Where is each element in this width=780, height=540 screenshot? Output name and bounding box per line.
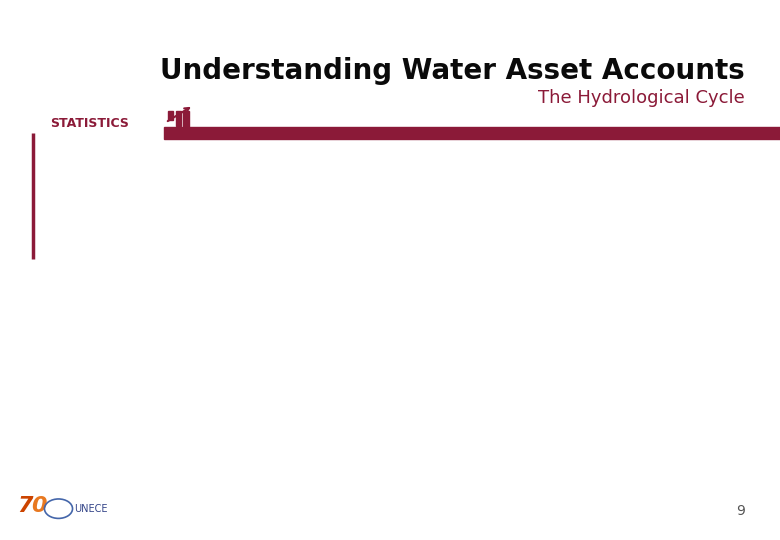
Text: STATISTICS: STATISTICS bbox=[50, 117, 129, 130]
Text: Understanding Water Asset Accounts: Understanding Water Asset Accounts bbox=[160, 57, 745, 85]
Bar bbox=[176, 111, 181, 126]
Text: The Hydrological Cycle: The Hydrological Cycle bbox=[538, 89, 745, 107]
Bar bbox=[183, 111, 189, 131]
Bar bbox=[168, 111, 173, 120]
Text: UNECE: UNECE bbox=[74, 504, 108, 514]
Text: 0: 0 bbox=[31, 496, 47, 516]
Bar bbox=[164, 127, 780, 139]
Text: 9: 9 bbox=[736, 504, 745, 518]
Text: 7: 7 bbox=[17, 496, 33, 516]
